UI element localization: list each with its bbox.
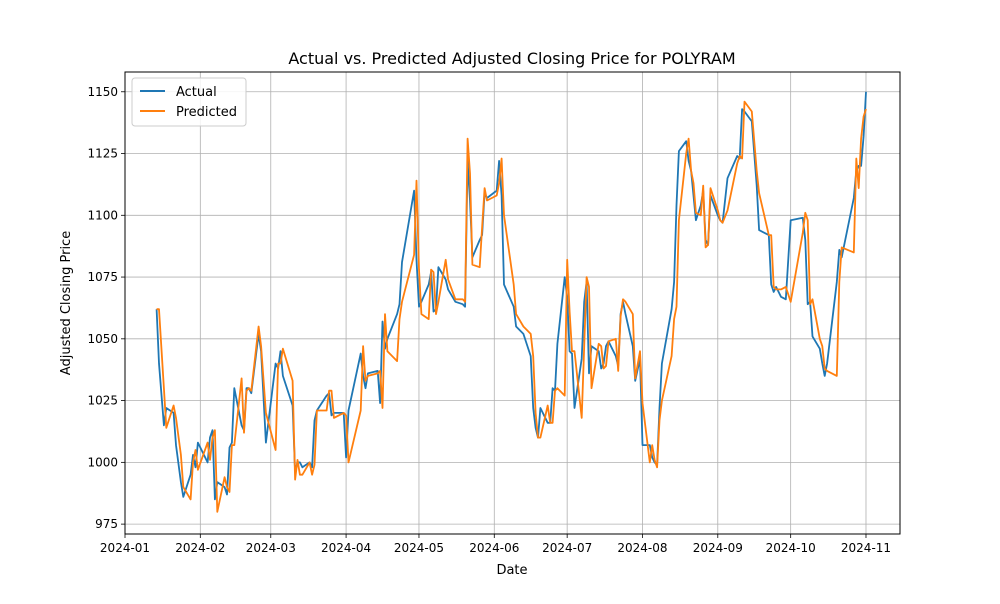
series-line-actual [155, 91, 867, 501]
plot-frame [124, 71, 901, 535]
x-tick-label: 2024-08 [617, 541, 667, 555]
legend-label-actual: Actual [176, 85, 217, 100]
y-tick-label: 1025 [87, 394, 118, 408]
chart-title: Actual vs. Predicted Adjusted Closing Pr… [288, 49, 735, 68]
y-tick-label: 1150 [87, 85, 118, 99]
x-tick-label: 2024-01 [100, 541, 150, 555]
x-tick-label: 2024-10 [766, 541, 816, 555]
y-axis-label: Adjusted Closing Price [59, 231, 74, 375]
x-axis-label: Date [496, 563, 527, 578]
x-tick-label: 2024-03 [246, 541, 296, 555]
y-tick-label: 1050 [87, 332, 118, 346]
x-axis-ticks: 2024-01 2024-02 2024-03 2024-04 2024-05 2024-… [100, 534, 891, 555]
y-tick-label: 975 [95, 517, 118, 531]
legend: Actual Predicted [131, 77, 247, 127]
legend-label-predicted: Predicted [176, 105, 237, 120]
series-lines [155, 91, 867, 513]
x-tick-label: 2024-07 [542, 541, 592, 555]
x-tick-label: 2024-02 [175, 541, 225, 555]
grid-lines [124, 72, 900, 534]
y-tick-label: 1100 [87, 208, 118, 222]
y-tick-label: 1000 [87, 455, 118, 469]
x-tick-label: 2024-05 [394, 541, 444, 555]
y-tick-label: 1075 [87, 270, 118, 284]
x-tick-label: 2024-09 [693, 541, 743, 555]
x-tick-label: 2024-11 [841, 541, 891, 555]
series-line-predicted [156, 100, 867, 513]
x-tick-label: 2024-06 [469, 541, 519, 555]
y-axis-ticks: 975 1000 1025 1050 1075 1100 1125 1150 [87, 85, 125, 531]
y-tick-label: 1125 [87, 147, 118, 161]
x-tick-label: 2024-04 [321, 541, 371, 555]
